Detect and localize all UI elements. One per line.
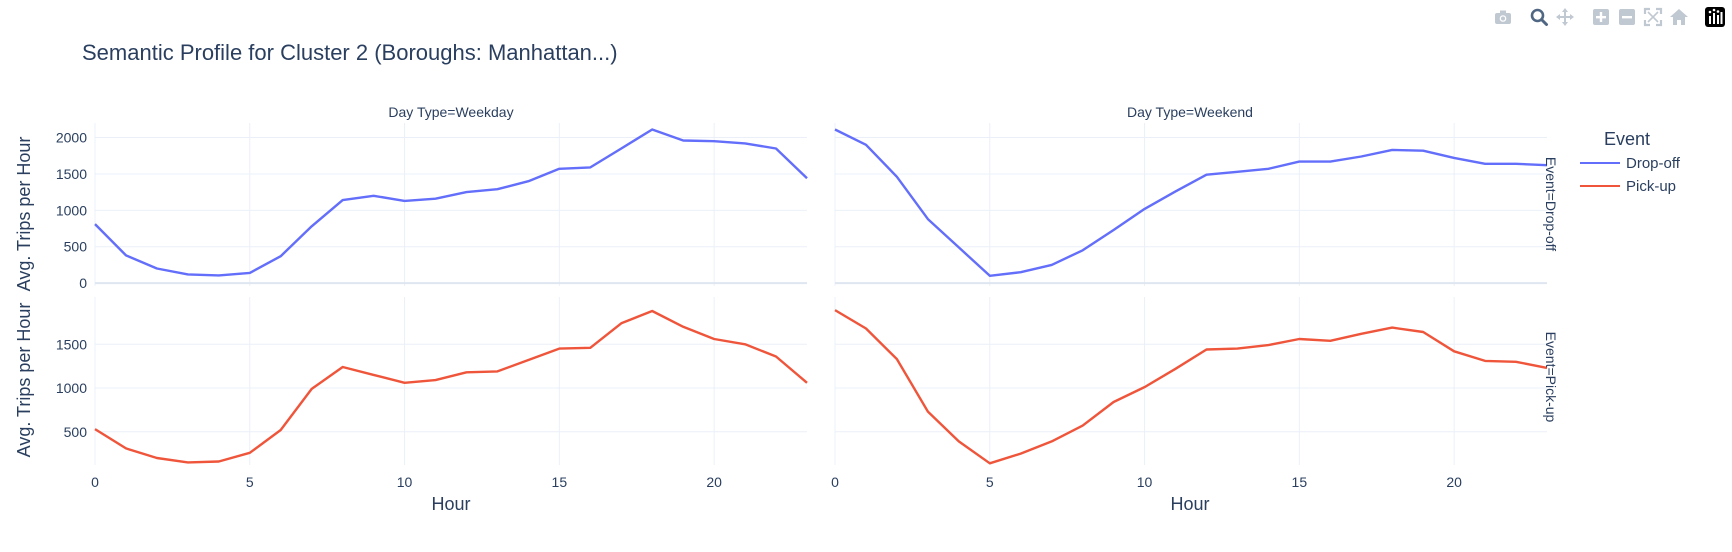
legend-title: Event xyxy=(1604,129,1650,149)
x-tick-label: 0 xyxy=(831,474,839,490)
x-tick-label: 5 xyxy=(246,474,254,490)
series-line-dropoff-weekend xyxy=(834,128,1548,277)
legend-label-dropoff: Drop-off xyxy=(1626,155,1681,172)
y-tick-label: 1000 xyxy=(56,202,87,218)
y-axis-title-pickup: Avg. Trips per Hour xyxy=(14,303,34,458)
x-tick-label: 10 xyxy=(397,474,413,490)
x-axis-title-weekend: Hour xyxy=(1170,494,1209,514)
series-line-pickup-weekend xyxy=(834,309,1548,465)
grid-layer xyxy=(94,123,1547,465)
y-tick-label: 0 xyxy=(79,275,87,291)
x-tick-label: 10 xyxy=(1137,474,1153,490)
legend-item-pickup[interactable]: Pick-up xyxy=(1580,178,1676,195)
facet-row-label-dropoff: Event=Drop-off xyxy=(1543,157,1559,251)
y-tick-label: 2000 xyxy=(56,130,87,146)
x-tick-label: 5 xyxy=(986,474,994,490)
chart-title: Semantic Profile for Cluster 2 (Boroughs… xyxy=(82,40,618,65)
facet-col-label-weekend: Day Type=Weekend xyxy=(1127,104,1253,120)
line-layer xyxy=(94,128,1548,465)
facet-col-label-weekday: Day Type=Weekday xyxy=(388,104,513,120)
zoom-out-icon[interactable] xyxy=(1614,4,1640,30)
modebar xyxy=(1490,4,1728,30)
axis-layer: 0 500 1000 1500 2000 500 1000 1500 0 5 10 15 20 0 5 10 1… xyxy=(56,130,1462,490)
series-line-pickup-weekday xyxy=(94,309,808,464)
y-axis-title-dropoff: Avg. Trips per Hour xyxy=(14,137,34,292)
autoscale-icon[interactable] xyxy=(1640,4,1666,30)
series-line-dropoff-weekday xyxy=(94,128,808,277)
y-tick-label: 1500 xyxy=(56,336,87,352)
zoom-icon[interactable] xyxy=(1526,4,1552,30)
x-tick-label: 20 xyxy=(706,474,722,490)
x-tick-label: 15 xyxy=(552,474,568,490)
y-tick-label: 1000 xyxy=(56,380,87,396)
pan-icon[interactable] xyxy=(1552,4,1578,30)
plotly-logo-icon[interactable] xyxy=(1702,4,1728,30)
x-tick-label: 15 xyxy=(1292,474,1308,490)
home-icon[interactable] xyxy=(1666,4,1692,30)
legend: Event Drop-off Pick-up xyxy=(1580,129,1681,195)
legend-item-dropoff[interactable]: Drop-off xyxy=(1580,155,1681,172)
facet-row-label-pickup: Event=Pick-up xyxy=(1543,332,1559,423)
y-tick-label: 500 xyxy=(64,239,88,255)
x-tick-label: 20 xyxy=(1446,474,1462,490)
y-tick-label: 500 xyxy=(64,424,88,440)
x-axis-title-weekday: Hour xyxy=(431,494,470,514)
y-tick-label: 1500 xyxy=(56,166,87,182)
zoom-in-icon[interactable] xyxy=(1588,4,1614,30)
camera-icon[interactable] xyxy=(1490,4,1516,30)
x-tick-label: 0 xyxy=(91,474,99,490)
legend-label-pickup: Pick-up xyxy=(1626,178,1676,195)
